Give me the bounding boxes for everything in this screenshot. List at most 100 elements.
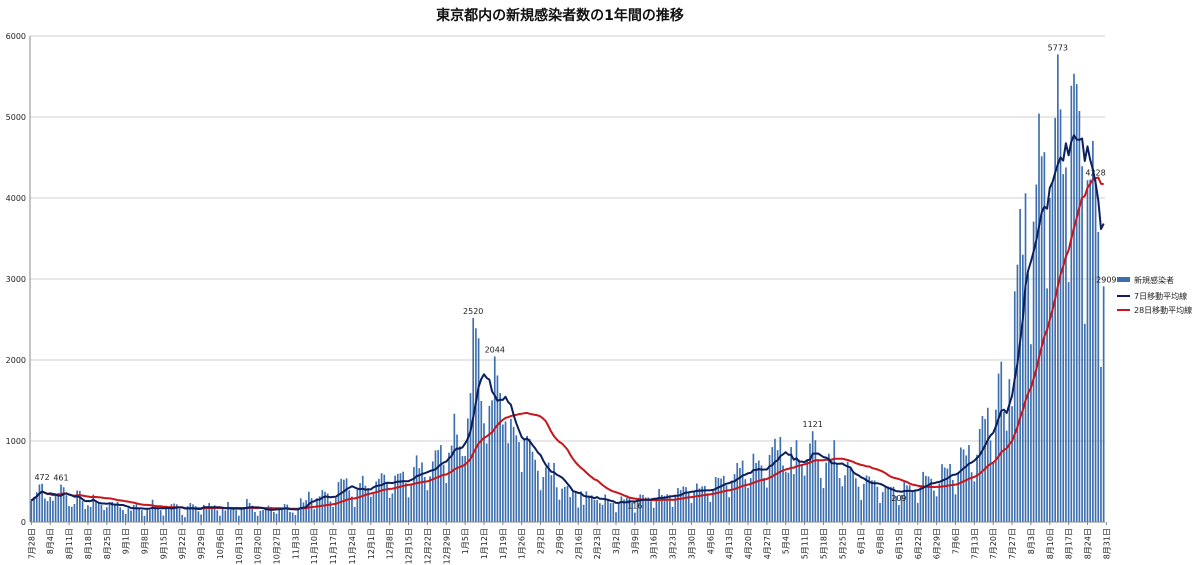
bar (87, 505, 89, 522)
bar (135, 503, 138, 522)
bar (803, 475, 806, 522)
bar (889, 486, 892, 522)
bar (747, 487, 749, 522)
bar (792, 474, 795, 522)
bar (898, 505, 900, 522)
bar (652, 507, 655, 522)
bar (965, 455, 968, 522)
bar (534, 459, 537, 522)
bar (159, 510, 162, 522)
bar (221, 507, 224, 522)
x-tick-label: 5月18日 (819, 528, 828, 559)
bar (440, 445, 442, 522)
bar (650, 501, 652, 522)
x-tick-label: 2月9日 (555, 528, 564, 554)
bar (1016, 264, 1019, 522)
data-label: 2044 (485, 345, 505, 354)
x-tick-label: 7月28日 (27, 528, 36, 559)
bar (127, 508, 130, 522)
bar (992, 463, 995, 522)
bar (970, 472, 973, 522)
bar (154, 506, 157, 522)
bar (1075, 84, 1078, 522)
bar (68, 506, 70, 522)
bar (399, 473, 402, 522)
x-tick-label: 10月6日 (216, 528, 225, 559)
bar (326, 493, 329, 522)
bar (593, 499, 596, 522)
bar (836, 463, 838, 522)
x-tick-label: 1月12日 (480, 528, 489, 559)
bar (682, 486, 685, 522)
bar (445, 483, 448, 522)
bar (114, 503, 116, 522)
data-label: 5773 (1048, 43, 1068, 52)
bar (825, 462, 827, 522)
bar (418, 468, 421, 522)
y-tick-label: 1000 (6, 437, 26, 446)
bar (54, 495, 57, 522)
bar (916, 502, 919, 522)
bar (480, 400, 483, 522)
x-tick-label: 3月9日 (631, 528, 640, 554)
x-tick-label: 1月5日 (461, 528, 470, 554)
bar (289, 511, 291, 522)
x-tick-label: 11月10日 (310, 528, 319, 564)
bar (997, 373, 1000, 522)
bar (165, 508, 167, 522)
x-tick-label: 3月2日 (612, 528, 621, 554)
bar (197, 511, 200, 522)
bar (946, 468, 949, 522)
bar (1048, 197, 1051, 522)
data-label: 4228 (1085, 169, 1105, 178)
x-tick-label: 4月6日 (706, 528, 715, 554)
bar (1062, 174, 1065, 523)
bar (1035, 184, 1038, 522)
bar (216, 510, 219, 522)
bar (1005, 430, 1008, 522)
x-tick-label: 1月19日 (499, 528, 508, 559)
bar (84, 508, 87, 522)
bar (1073, 73, 1075, 522)
bar (801, 465, 803, 522)
bar (367, 488, 369, 522)
bar (291, 512, 294, 522)
bar (97, 501, 100, 522)
bar (846, 461, 849, 522)
x-tick-label: 8月10日 (1046, 528, 1055, 559)
bar (895, 496, 898, 522)
bar (1003, 411, 1005, 522)
bar (523, 438, 526, 522)
bar (351, 496, 353, 522)
bar (286, 504, 289, 522)
bar (639, 494, 642, 522)
bar (537, 470, 539, 522)
chart-title: 東京都内の新規感染者数の1年間の推移 (436, 7, 684, 24)
bar (162, 515, 165, 522)
bar (95, 501, 97, 522)
bar (704, 485, 706, 522)
x-tick-label: 9月29日 (197, 528, 206, 559)
x-tick-label: 11月24日 (348, 528, 357, 564)
bar (429, 476, 431, 522)
bar (324, 491, 326, 522)
bar (1038, 113, 1040, 523)
bar (202, 504, 205, 522)
bar (423, 476, 426, 522)
bar (1011, 406, 1013, 522)
line-layer (30, 134, 1105, 511)
bar (712, 489, 714, 522)
bar (413, 467, 415, 522)
bar (822, 488, 825, 522)
bar (332, 506, 334, 522)
x-tick-label: 6月22日 (914, 528, 923, 559)
bar (1027, 274, 1030, 522)
axis-layer: 0 1000 2000 3000 4000 5000 6000 7月28日 8月4日 8月11日 8… (6, 32, 1112, 564)
bar (868, 476, 871, 522)
bar (192, 504, 194, 522)
bar (272, 512, 275, 522)
bar (795, 440, 798, 522)
bar (779, 436, 782, 522)
bar (631, 502, 633, 522)
bar (103, 510, 105, 522)
